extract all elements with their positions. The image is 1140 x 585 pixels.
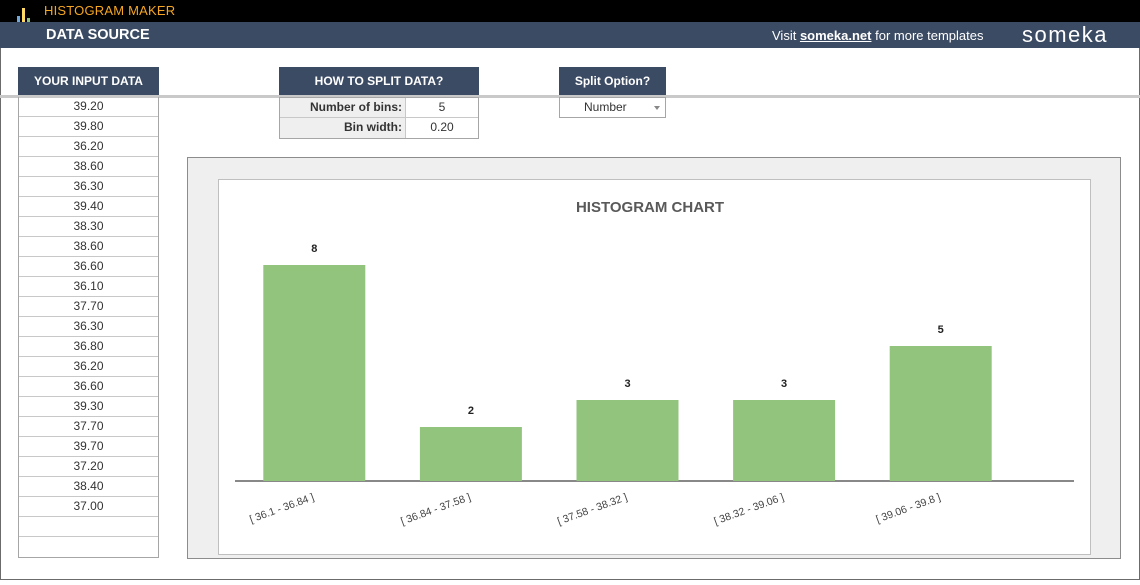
input-data-cell[interactable] bbox=[19, 537, 158, 557]
split-option-select[interactable]: Number bbox=[559, 97, 666, 118]
someka-link[interactable]: someka.net bbox=[799, 28, 872, 43]
input-data-cell[interactable]: 37.00 bbox=[19, 497, 158, 517]
input-data-cell[interactable]: 38.30 bbox=[19, 217, 158, 237]
x-tick-label: [ 37.58 - 38.32 ] bbox=[556, 491, 629, 527]
input-data-cell[interactable]: 39.70 bbox=[19, 437, 158, 457]
histogram-bar[interactable] bbox=[889, 346, 992, 481]
input-data-cell[interactable]: 36.60 bbox=[19, 377, 158, 397]
brand-logo[interactable]: someka bbox=[1022, 22, 1109, 47]
bins-label: Number of bins: bbox=[280, 98, 406, 117]
input-data-cell[interactable]: 39.80 bbox=[19, 117, 158, 137]
bar-data-label: 3 bbox=[624, 378, 630, 390]
input-data-cell[interactable]: 39.30 bbox=[19, 397, 158, 417]
input-data-cell[interactable]: 39.40 bbox=[19, 197, 158, 217]
histogram-chart[interactable]: HISTOGRAM CHART 8 [ 36.1 - 36.84 ] 2 [ 36.8… bbox=[218, 179, 1091, 555]
input-data-cell[interactable]: 36.10 bbox=[19, 277, 158, 297]
input-data-cell[interactable]: 38.60 bbox=[19, 157, 158, 177]
bin-width-value[interactable]: 0.20 bbox=[430, 120, 454, 134]
app-title: HISTOGRAM MAKER bbox=[44, 3, 176, 18]
bin-width-row: Bin width: 0.20 bbox=[280, 118, 478, 138]
split-data-header: HOW TO SPLIT DATA? bbox=[279, 67, 479, 95]
bar-data-label: 3 bbox=[781, 378, 787, 390]
input-data-cell[interactable]: 36.20 bbox=[19, 137, 158, 157]
bin-width-label: Bin width: bbox=[280, 118, 406, 138]
split-option-value: Number bbox=[584, 100, 627, 114]
x-tick-label: [ 36.1 - 36.84 ] bbox=[248, 491, 316, 525]
top-bar bbox=[0, 0, 1140, 22]
section-bar bbox=[0, 22, 1140, 48]
input-data-cell[interactable]: 37.70 bbox=[19, 417, 158, 437]
x-tick-label: [ 39.06 - 39.8 ] bbox=[874, 491, 942, 525]
histogram-bar[interactable] bbox=[263, 265, 366, 481]
x-tick-label: [ 38.32 - 39.06 ] bbox=[712, 491, 785, 527]
bar-data-label: 8 bbox=[311, 243, 317, 255]
split-settings-table: Number of bins: 5 Bin width: 0.20 bbox=[279, 97, 479, 139]
dropdown-arrow-icon[interactable] bbox=[654, 106, 660, 110]
histogram-bar[interactable] bbox=[733, 400, 836, 481]
visit-suffix: for more templates bbox=[871, 28, 984, 43]
input-data-cell[interactable]: 37.20 bbox=[19, 457, 158, 477]
bar-data-label: 5 bbox=[938, 324, 944, 336]
input-data-cell[interactable]: 36.30 bbox=[19, 177, 158, 197]
input-data-cell[interactable]: 36.30 bbox=[19, 317, 158, 337]
input-data-cell[interactable]: 38.40 bbox=[19, 477, 158, 497]
bins-row: Number of bins: 5 bbox=[280, 98, 478, 118]
visit-prefix: Visit bbox=[772, 28, 800, 43]
histogram-bar[interactable] bbox=[419, 427, 522, 481]
x-tick-label: [ 36.84 - 37.58 ] bbox=[399, 491, 472, 527]
histogram-bar[interactable] bbox=[576, 400, 679, 481]
bins-input[interactable]: 5 bbox=[438, 100, 446, 114]
input-data-cell[interactable]: 36.80 bbox=[19, 337, 158, 357]
freeze-pane-divider bbox=[0, 95, 1140, 98]
input-data-cell[interactable] bbox=[19, 517, 158, 537]
split-option-header: Split Option? bbox=[559, 67, 666, 95]
input-data-cell[interactable]: 36.60 bbox=[19, 257, 158, 277]
input-data-cell[interactable]: 37.70 bbox=[19, 297, 158, 317]
chart-title: HISTOGRAM CHART bbox=[576, 199, 724, 216]
input-data-cell[interactable]: 39.20 bbox=[19, 97, 158, 117]
bar-data-label: 2 bbox=[468, 405, 474, 417]
input-data-cell[interactable]: 36.20 bbox=[19, 357, 158, 377]
chart-canvas: HISTOGRAM CHART 8 [ 36.1 - 36.84 ] 2 [ 36.8… bbox=[235, 199, 1074, 528]
bars-group: 8 [ 36.1 - 36.84 ] 2 [ 36.84 - 37.58 ] 3 [ 37… bbox=[248, 243, 992, 528]
input-data-header: YOUR INPUT DATA bbox=[18, 67, 159, 95]
section-title: DATA SOURCE bbox=[46, 27, 150, 43]
input-data-cell[interactable]: 38.60 bbox=[19, 237, 158, 257]
visit-message: Visit someka.net for more templates bbox=[772, 28, 983, 43]
input-data-list: 39.20 39.80 36.20 38.60 36.30 39.40 38.30 38.60… bbox=[18, 97, 159, 558]
